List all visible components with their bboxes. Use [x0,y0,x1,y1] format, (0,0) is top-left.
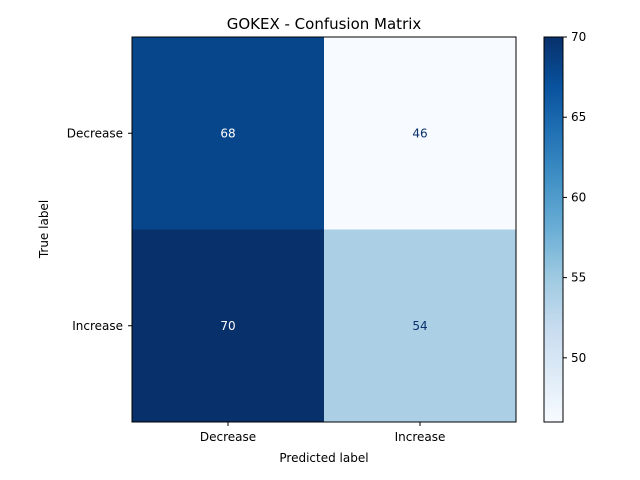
colorbar-tick-label: 70 [571,30,586,44]
y-tick-label: Increase [72,319,123,333]
x-axis-label: Predicted label [279,451,368,465]
heatmap-cell [132,229,324,422]
y-tick-label: Decrease [67,126,123,140]
heatmap-cell [132,37,324,230]
plot-frame [131,36,517,423]
heatmap-cell [324,37,516,230]
x-tick-label: Increase [395,430,446,444]
chart-title: GOKEX - Confusion Matrix [227,15,422,33]
colorbar-tick-label: 50 [571,351,586,365]
heatmap-cell [324,229,516,422]
cell-value-label: 54 [412,319,427,333]
cell-value-labels: 68 46 70 54 [220,126,427,333]
colorbar [543,36,564,423]
colorbar-tick-label: 55 [571,271,586,285]
x-tick-label: Decrease [200,430,256,444]
colorbar-ticks: 50 55 60 65 70 [563,30,586,365]
x-axis-ticks: Decrease Increase [200,422,446,444]
heatmap-cells [132,37,516,422]
cell-value-label: 68 [220,126,235,140]
colorbar-tick-label: 65 [571,110,586,124]
colorbar-tick-label: 60 [571,190,586,204]
y-axis-label: True label [37,200,51,259]
cell-value-label: 70 [220,319,235,333]
cell-value-label: 46 [412,126,427,140]
y-axis-ticks: Decrease Increase [67,126,132,333]
